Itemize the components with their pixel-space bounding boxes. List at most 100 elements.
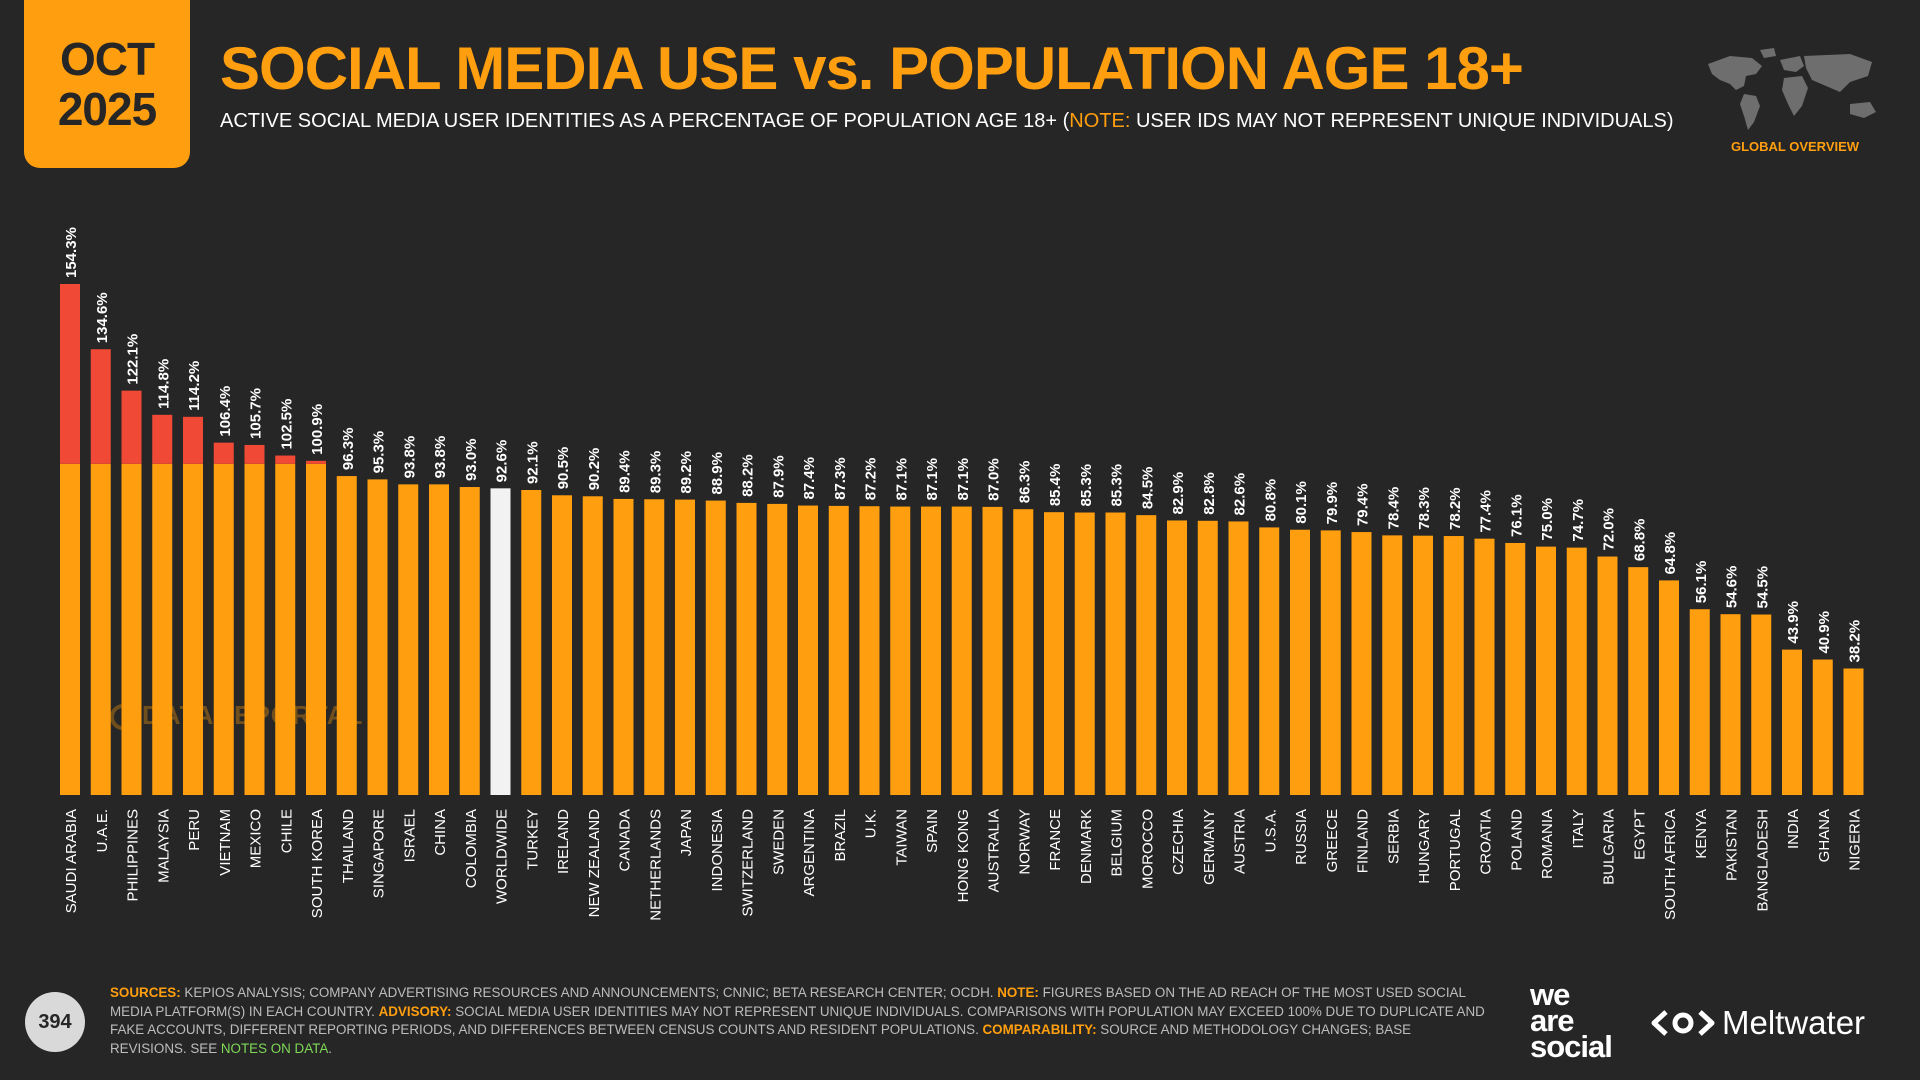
category-label: ISRAEL bbox=[401, 809, 418, 862]
data-label: 80.8% bbox=[1262, 479, 1279, 522]
bar-over-100 bbox=[306, 460, 326, 464]
bar bbox=[1443, 536, 1464, 795]
page-number: 394 bbox=[25, 992, 85, 1052]
bar bbox=[1105, 512, 1126, 795]
bar bbox=[1197, 520, 1218, 795]
category-label: ITALY bbox=[1570, 809, 1587, 848]
bar bbox=[644, 499, 665, 795]
bar-over-100 bbox=[213, 442, 234, 464]
data-label: 88.9% bbox=[709, 452, 726, 495]
notes-on-data-link[interactable]: NOTES ON DATA bbox=[220, 1040, 329, 1056]
bar bbox=[1167, 520, 1187, 795]
data-label: 87.1% bbox=[955, 458, 972, 501]
page-title: SOCIAL MEDIA USE vs. POPULATION AGE 18+ bbox=[220, 35, 1524, 102]
bar bbox=[1628, 567, 1649, 795]
bar bbox=[121, 463, 142, 795]
category-label: TURKEY bbox=[524, 809, 541, 870]
bar bbox=[244, 463, 265, 795]
category-label: PHILIPPINES bbox=[125, 809, 142, 902]
category-label: KENYA bbox=[1693, 809, 1710, 859]
category-label: CANADA bbox=[617, 809, 634, 872]
bar bbox=[982, 506, 1003, 795]
bar bbox=[613, 498, 634, 795]
bar bbox=[798, 505, 818, 795]
data-label: 78.4% bbox=[1385, 487, 1402, 530]
data-label: 54.5% bbox=[1754, 566, 1771, 609]
data-label: 82.8% bbox=[1201, 472, 1218, 515]
bar-over-100 bbox=[275, 455, 296, 464]
category-label: FRANCE bbox=[1047, 809, 1064, 871]
category-label: MOROCCO bbox=[1139, 809, 1156, 889]
bar bbox=[890, 506, 911, 795]
category-label: CZECHIA bbox=[1170, 809, 1187, 875]
bar bbox=[1320, 530, 1341, 795]
category-label: GERMANY bbox=[1201, 809, 1218, 885]
bar bbox=[767, 503, 788, 795]
category-label: COLOMBIA bbox=[463, 809, 480, 888]
date-year: 2025 bbox=[57, 83, 157, 135]
bar bbox=[1782, 649, 1802, 795]
was-line-1: we bbox=[1530, 977, 1570, 1012]
category-label: PAKISTAN bbox=[1724, 809, 1741, 881]
bar bbox=[921, 506, 941, 795]
bar bbox=[1259, 527, 1280, 795]
category-label: CHILE bbox=[278, 809, 295, 853]
data-label: 76.1% bbox=[1508, 494, 1525, 537]
category-label: BANGLADESH bbox=[1754, 809, 1771, 912]
bar bbox=[213, 463, 234, 795]
data-label: 87.4% bbox=[801, 457, 818, 500]
data-label: 87.1% bbox=[893, 458, 910, 501]
data-label: 87.0% bbox=[986, 458, 1003, 501]
category-label: AUSTRALIA bbox=[986, 809, 1003, 892]
category-label: SAUDI ARABIA bbox=[63, 809, 80, 913]
category-label: SOUTH KOREA bbox=[309, 809, 326, 918]
data-label: 87.1% bbox=[924, 458, 941, 501]
bar bbox=[275, 463, 296, 795]
data-label: 54.6% bbox=[1724, 566, 1741, 609]
category-label: HUNGARY bbox=[1416, 809, 1433, 884]
category-label: MALAYSIA bbox=[155, 809, 172, 883]
data-label: 56.1% bbox=[1693, 561, 1710, 604]
category-label: WORLDWIDE bbox=[494, 809, 511, 904]
data-label: 87.2% bbox=[863, 458, 880, 501]
section-label: GLOBAL OVERVIEW bbox=[1730, 139, 1860, 154]
category-label: JAPAN bbox=[678, 809, 695, 856]
bar bbox=[1689, 609, 1710, 795]
note-label: NOTE: bbox=[997, 985, 1039, 1000]
category-label: CROATIA bbox=[1478, 809, 1495, 875]
data-label: 89.4% bbox=[617, 450, 634, 493]
data-label: 87.3% bbox=[832, 457, 849, 500]
data-label: 154.3% bbox=[63, 227, 80, 278]
category-label: POLAND bbox=[1508, 809, 1525, 871]
data-label: 74.7% bbox=[1570, 499, 1587, 542]
bar bbox=[183, 463, 203, 795]
bar bbox=[367, 479, 388, 795]
bar-over-100 bbox=[121, 390, 142, 464]
data-label: 85.3% bbox=[1109, 464, 1126, 507]
category-label: INDIA bbox=[1785, 809, 1802, 849]
data-label: 78.3% bbox=[1416, 487, 1433, 530]
category-label: NEW ZEALAND bbox=[586, 809, 603, 918]
bar bbox=[705, 500, 726, 795]
note-text: FIGURES BASED ON THE AD REACH OF THE MOS… bbox=[110, 985, 1466, 1019]
data-label: 105.7% bbox=[248, 388, 265, 439]
category-label: MEXICO bbox=[248, 809, 265, 868]
bar bbox=[1290, 529, 1310, 795]
category-label: RUSSIA bbox=[1293, 809, 1310, 865]
category-label: SERBIA bbox=[1385, 809, 1402, 864]
data-label: 38.2% bbox=[1847, 620, 1864, 663]
bar bbox=[1659, 580, 1679, 795]
data-label: 84.5% bbox=[1139, 467, 1156, 510]
bar bbox=[736, 502, 757, 795]
data-label: 43.9% bbox=[1785, 601, 1802, 644]
category-label: INDONESIA bbox=[709, 809, 726, 892]
category-label: ROMANIA bbox=[1539, 809, 1556, 879]
bar bbox=[1751, 614, 1772, 795]
category-label: EGYPT bbox=[1631, 809, 1648, 860]
category-label: GHANA bbox=[1816, 809, 1833, 862]
category-label: SWITZERLAND bbox=[740, 809, 757, 917]
bar bbox=[1044, 512, 1064, 795]
footer-notes: SOURCES: KEPIOS ANALYSIS; COMPANY ADVERT… bbox=[110, 984, 1490, 1058]
bar bbox=[1382, 535, 1403, 795]
